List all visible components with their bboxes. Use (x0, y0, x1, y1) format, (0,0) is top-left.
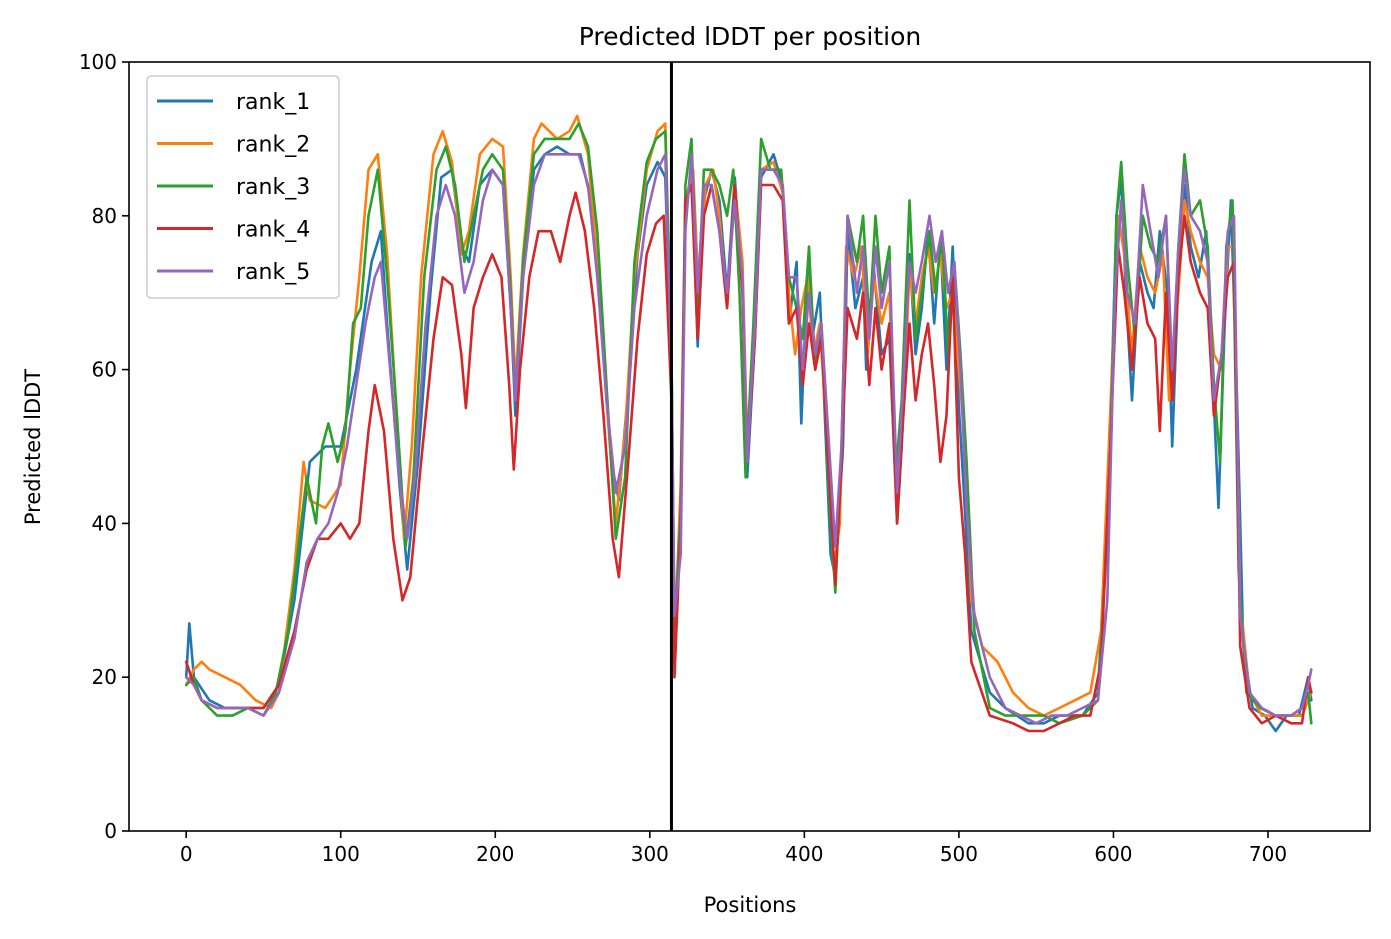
y-tick-label: 20 (92, 665, 117, 689)
y-axis-label: Predicted lDDT (21, 369, 45, 525)
y-tick-label: 100 (79, 50, 117, 74)
x-tick-label: 200 (476, 842, 514, 866)
legend-label-rank_1: rank_1 (236, 90, 310, 115)
x-axis-ticks: 0 100 200 300 400 500 600 700 (180, 831, 1287, 866)
x-tick-label: 0 (180, 842, 193, 866)
legend: rank_1 rank_2 rank_3 rank_4 rank_5 (146, 75, 340, 299)
y-axis-ticks: 0 20 40 60 80 100 (79, 50, 129, 843)
chart-title: Predicted lDDT per position (579, 22, 921, 51)
y-tick-label: 40 (92, 511, 117, 535)
y-tick-label: 0 (104, 819, 117, 843)
legend-label-rank_4: rank_4 (236, 218, 310, 243)
legend-frame (146, 75, 340, 299)
x-tick-label: 300 (631, 842, 669, 866)
legend-label-rank_5: rank_5 (236, 260, 310, 285)
x-axis-label: Positions (704, 893, 797, 917)
y-tick-label: 60 (92, 358, 117, 382)
series-line-rank_4 (184, 183, 1313, 733)
x-tick-label: 100 (322, 842, 360, 866)
legend-label-rank_3: rank_3 (236, 175, 310, 200)
series-line-rank_5 (184, 153, 1313, 725)
x-tick-label: 700 (1249, 842, 1287, 866)
x-tick-label: 600 (1094, 842, 1132, 866)
series-layer (184, 114, 1313, 733)
legend-label-rank_2: rank_2 (236, 133, 310, 158)
x-tick-label: 400 (785, 842, 823, 866)
y-tick-label: 80 (92, 204, 117, 228)
x-tick-label: 500 (940, 842, 978, 866)
plot-area-frame (128, 61, 1371, 832)
